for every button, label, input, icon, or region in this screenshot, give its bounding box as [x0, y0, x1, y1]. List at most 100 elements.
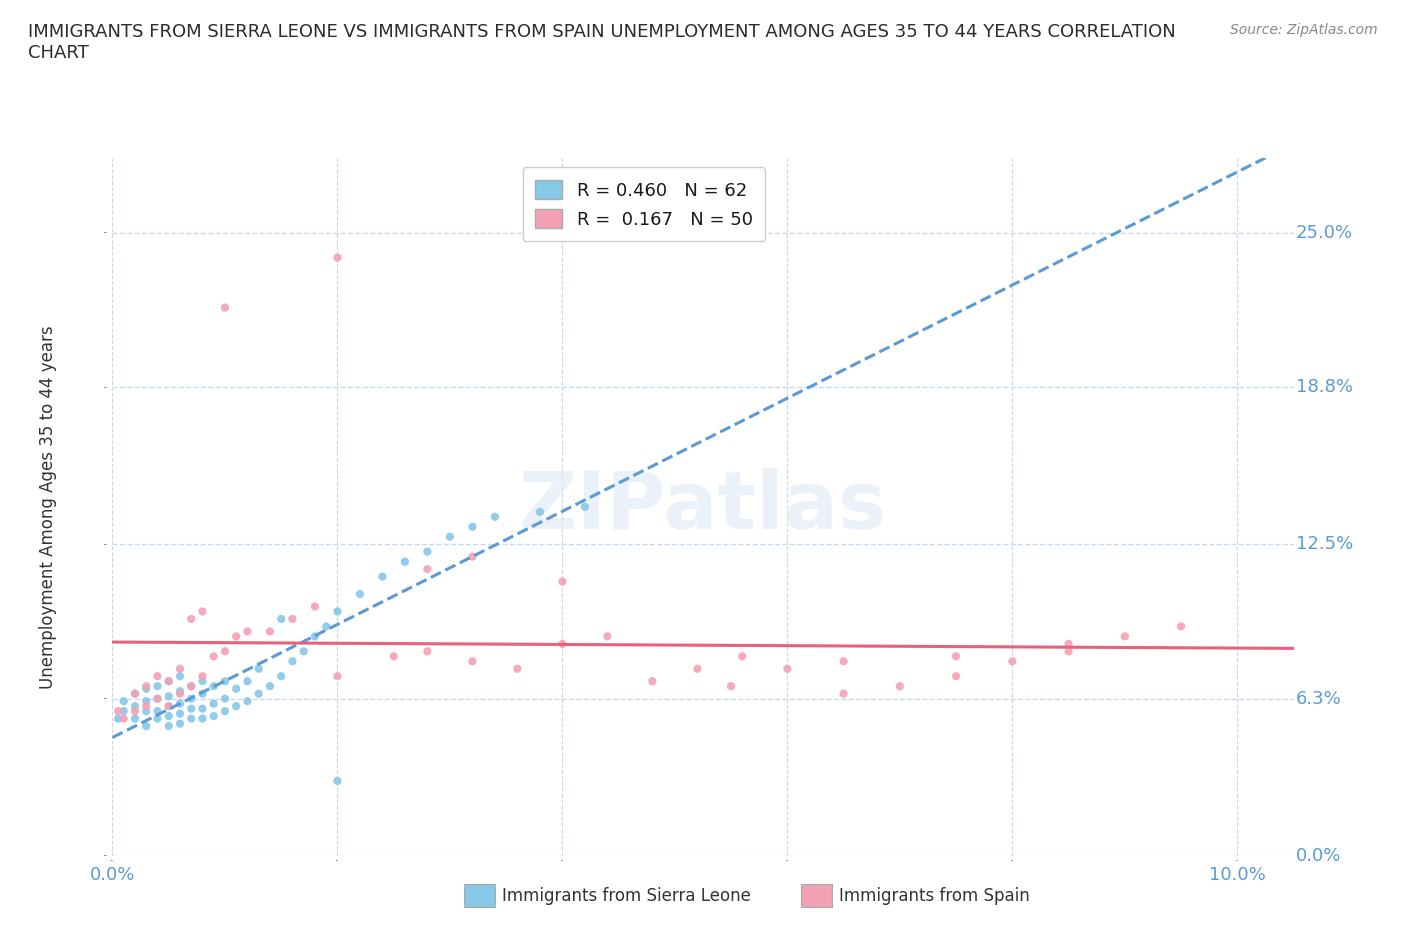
Point [1001, 654, 1024, 669]
Point [180, 679, 202, 694]
Point [180, 612, 202, 627]
Point [202, 697, 225, 711]
Point [1057, 636, 1080, 651]
Point [416, 544, 439, 559]
Point [574, 499, 596, 514]
Point [180, 691, 202, 706]
Point [270, 612, 292, 627]
Point [945, 649, 967, 664]
Point [146, 691, 169, 706]
Point [214, 691, 236, 706]
Point [146, 704, 169, 719]
Point [1114, 629, 1136, 644]
Point [371, 569, 394, 584]
Point [146, 679, 169, 694]
Point [214, 300, 236, 315]
Point [135, 719, 157, 734]
Point [439, 529, 461, 544]
Text: IMMIGRANTS FROM SIERRA LEONE VS IMMIGRANTS FROM SPAIN UNEMPLOYMENT AMONG AGES 35: IMMIGRANTS FROM SIERRA LEONE VS IMMIGRAN… [28, 23, 1175, 62]
Point [326, 250, 349, 265]
Point [135, 704, 157, 719]
Text: 25.0%: 25.0% [1296, 224, 1353, 242]
Point [461, 550, 484, 565]
Point [191, 604, 214, 619]
Point [259, 679, 281, 694]
Point [191, 669, 214, 684]
Point [107, 711, 129, 726]
Point [1057, 644, 1080, 658]
Text: 0.0%: 0.0% [1296, 846, 1341, 865]
Point [169, 716, 191, 731]
Point [124, 711, 146, 726]
Point [157, 673, 180, 688]
Point [214, 644, 236, 658]
Point [191, 701, 214, 716]
Point [169, 684, 191, 698]
Text: 0.0%: 0.0% [90, 866, 135, 884]
Point [304, 629, 326, 644]
Point [945, 669, 967, 684]
Point [124, 686, 146, 701]
Text: ZIPatlas: ZIPatlas [519, 468, 887, 546]
Point [292, 644, 315, 658]
Point [124, 698, 146, 713]
Point [247, 661, 270, 676]
Point [236, 624, 259, 639]
Point [326, 774, 349, 789]
Point [146, 691, 169, 706]
Point [112, 711, 135, 726]
Point [202, 649, 225, 664]
Point [382, 649, 405, 664]
Point [889, 679, 911, 694]
Point [394, 554, 416, 569]
Point [416, 644, 439, 658]
Point [247, 686, 270, 701]
Point [484, 510, 506, 525]
Point [1170, 619, 1192, 634]
Point [112, 694, 135, 709]
Point [157, 709, 180, 724]
Text: 10.0%: 10.0% [1209, 866, 1265, 884]
Point [225, 698, 247, 713]
Point [315, 619, 337, 634]
Legend: R = 0.460   N = 62, R =  0.167   N = 50: R = 0.460 N = 62, R = 0.167 N = 50 [523, 167, 765, 241]
Point [157, 673, 180, 688]
Text: Immigrants from Spain: Immigrants from Spain [839, 886, 1031, 905]
Point [157, 689, 180, 704]
Point [416, 562, 439, 577]
Point [720, 679, 742, 694]
Point [461, 654, 484, 669]
Point [236, 673, 259, 688]
Point [461, 519, 484, 534]
Point [135, 694, 157, 709]
Point [146, 711, 169, 726]
Point [551, 636, 574, 651]
Point [596, 629, 619, 644]
Point [270, 669, 292, 684]
Point [112, 704, 135, 719]
Point [506, 661, 529, 676]
Point [169, 697, 191, 711]
Point [157, 719, 180, 734]
Point [146, 669, 169, 684]
Text: 18.8%: 18.8% [1296, 379, 1353, 396]
Point [326, 604, 349, 619]
Point [202, 709, 225, 724]
Point [135, 698, 157, 713]
Point [225, 682, 247, 697]
Point [191, 673, 214, 688]
Point [135, 682, 157, 697]
Point [641, 673, 664, 688]
Point [214, 704, 236, 719]
Text: Immigrants from Sierra Leone: Immigrants from Sierra Leone [502, 886, 751, 905]
Point [191, 711, 214, 726]
Point [124, 704, 146, 719]
Point [180, 679, 202, 694]
Point [529, 504, 551, 519]
Point [202, 679, 225, 694]
Point [551, 574, 574, 589]
Point [169, 669, 191, 684]
Point [157, 698, 180, 713]
Point [107, 704, 129, 719]
Point [169, 661, 191, 676]
